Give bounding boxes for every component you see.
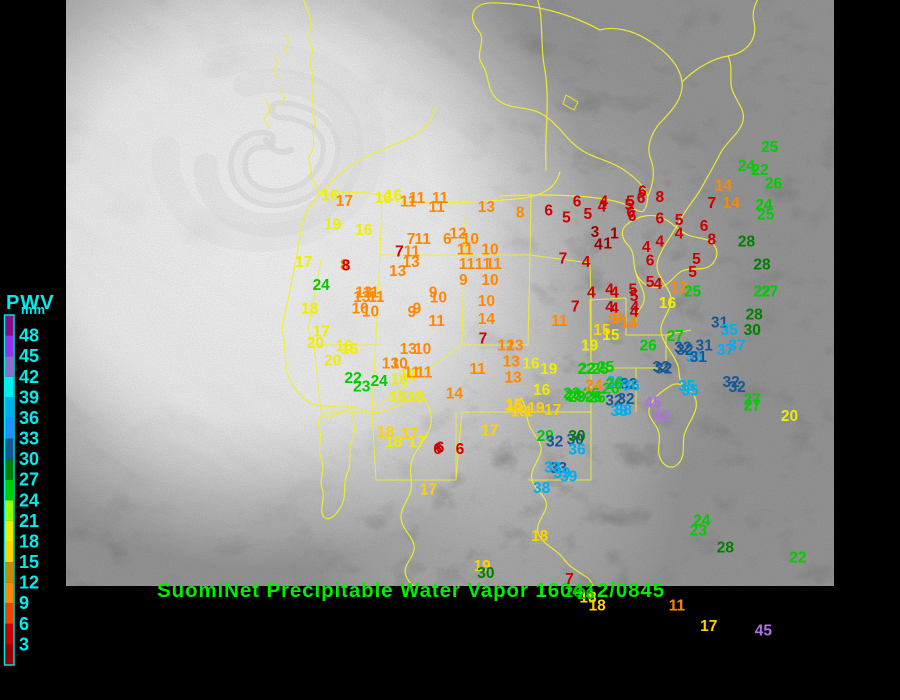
svg-text:48: 48	[19, 326, 39, 346]
svg-text:3: 3	[19, 634, 29, 654]
svg-text:26: 26	[565, 584, 583, 601]
svg-text:mm: mm	[21, 302, 46, 317]
svg-text:18: 18	[579, 589, 597, 606]
svg-text:26: 26	[577, 586, 595, 603]
svg-text:21: 21	[19, 511, 39, 531]
svg-text:45: 45	[19, 346, 39, 366]
svg-text:24: 24	[19, 490, 39, 510]
svg-text:11: 11	[669, 598, 686, 615]
svg-text:18: 18	[19, 531, 39, 551]
svg-text:6: 6	[19, 614, 29, 634]
svg-text:39: 39	[19, 387, 39, 407]
svg-text:36: 36	[19, 408, 39, 428]
svg-text:15: 15	[19, 552, 39, 572]
svg-text:42: 42	[19, 367, 39, 387]
svg-text:33: 33	[19, 429, 39, 449]
svg-text:17: 17	[700, 618, 717, 635]
svg-text:45: 45	[755, 623, 773, 640]
svg-text:9: 9	[19, 593, 29, 613]
svg-text:27: 27	[19, 470, 39, 490]
svg-text:12: 12	[19, 573, 39, 593]
svg-text:30: 30	[19, 449, 39, 469]
svg-text:18: 18	[589, 598, 607, 615]
